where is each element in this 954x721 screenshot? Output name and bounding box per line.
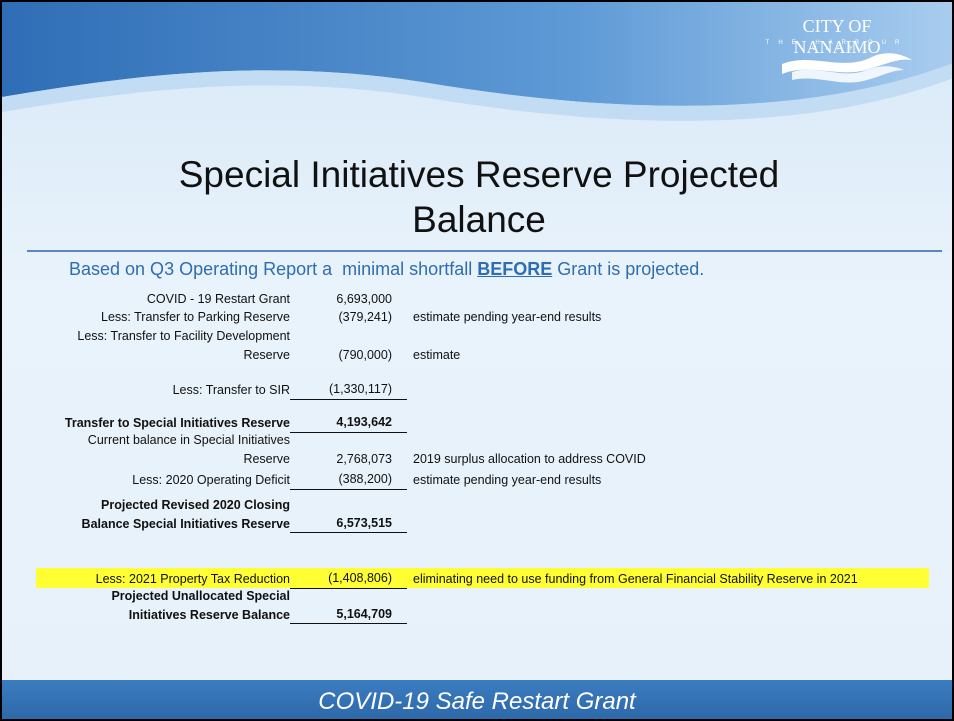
row-label: COVID - 19 Restart Grant	[40, 290, 290, 309]
label-line: Balance Special Initiatives Reserve	[40, 515, 290, 534]
label-line: Less: 2020 Operating Deficit	[40, 471, 290, 490]
subtitle-text: Grant is projected.	[552, 259, 704, 279]
label-line: Less: Transfer to SIR	[40, 381, 290, 400]
row-label: Less: Transfer to SIR	[40, 381, 290, 400]
amount: (388,200)	[290, 470, 407, 490]
note: estimate	[413, 346, 460, 365]
subtitle-text: Based on Q3 Operating Report a minimal s…	[69, 259, 477, 279]
label-line: Reserve	[40, 346, 290, 365]
table-row: Less: Transfer to SIR(1,330,117)	[2, 380, 407, 400]
amount: 6,573,515	[290, 514, 407, 534]
note: eliminating need to use funding from Gen…	[413, 570, 858, 589]
amount: (1,408,806)	[290, 569, 407, 589]
label-line: Current balance in Special Initiatives	[40, 431, 290, 450]
table-row: Less: 2021 Property Tax Reduction(1,408,…	[2, 569, 858, 589]
row-label: Transfer to Special Initiatives Reserve	[40, 414, 290, 433]
note: estimate pending year-end results	[413, 308, 601, 327]
label-line: Projected Revised 2020 Closing	[40, 496, 290, 515]
logo-tagline: THE HARBOUR CITY	[762, 40, 912, 52]
label-line: Initiatives Reserve Balance	[40, 606, 290, 625]
label-line: Less: Transfer to Facility Development	[40, 327, 290, 346]
footer-text: COVID-19 Safe Restart Grant	[2, 688, 952, 716]
row-label: Less: Transfer to Parking Reserve	[40, 308, 290, 327]
amount: 2,768,073	[290, 450, 407, 469]
subtitle-emphasis: BEFORE	[477, 259, 552, 279]
amount: 6,693,000	[290, 290, 407, 309]
row-label: Less: 2021 Property Tax Reduction	[40, 570, 290, 589]
subtitle: Based on Q3 Operating Report a minimal s…	[69, 259, 704, 280]
label-line: Projected Unallocated Special	[40, 587, 290, 606]
note: 2019 surplus allocation to address COVID	[413, 450, 646, 469]
row-label: Less: 2020 Operating Deficit	[40, 471, 290, 490]
note: estimate pending year-end results	[413, 471, 601, 490]
label-line: Less: 2021 Property Tax Reduction	[40, 570, 290, 589]
amount: (790,000)	[290, 346, 407, 365]
table-row: Less: Transfer to Parking Reserve(379,24…	[2, 308, 601, 327]
label-line: Less: Transfer to Parking Reserve	[40, 308, 290, 327]
slide-title: Special Initiatives Reserve Projected Ba…	[119, 152, 839, 242]
amount: (379,241)	[290, 308, 407, 327]
label-line: COVID - 19 Restart Grant	[40, 290, 290, 309]
divider	[27, 250, 942, 252]
amount: 5,164,709	[290, 605, 407, 625]
amount: 4,193,642	[290, 413, 407, 433]
table-row: Less: 2020 Operating Deficit(388,200) est…	[2, 470, 601, 490]
amount: (1,330,117)	[290, 380, 407, 400]
slide: CITY OF NANAIMO THE HARBOUR CITY Special…	[0, 0, 954, 721]
label-line: Transfer to Special Initiatives Reserve	[40, 414, 290, 433]
label-line: Reserve	[40, 450, 290, 469]
